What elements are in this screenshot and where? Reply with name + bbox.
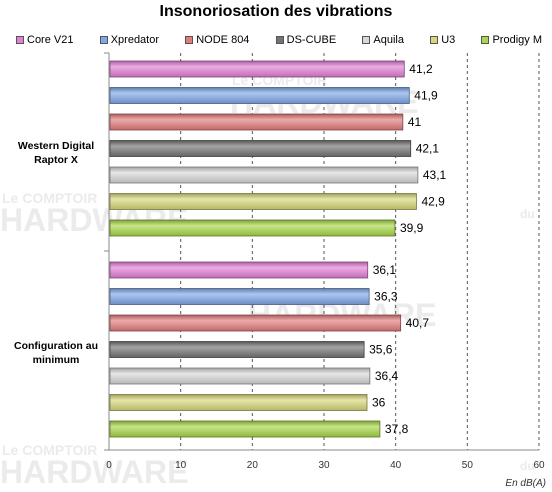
legend-item-node-804: NODE 804 [185,34,249,46]
legend-label: NODE 804 [196,34,250,46]
legend-swatch [185,36,194,44]
watermark-line1: Le COMPTOIR [2,190,97,206]
data-label: 41,9 [414,89,438,103]
x-tick-label: 0 [106,460,112,471]
legend-label: Prodigy M [492,34,542,46]
x-tick-label: 60 [533,460,545,471]
x-tick-label: 20 [247,460,259,471]
legend-label: Core V21 [27,34,74,46]
x-tick-label: 30 [318,460,330,471]
bar-prodigy-m [109,420,381,438]
watermark-line3: du [520,207,535,221]
watermark-line3: du [520,459,535,473]
x-axis-label: En dB(A) [505,478,546,489]
bar-u3 [109,394,368,411]
bar-node-804 [109,113,404,131]
legend-label: Aquila [373,34,404,46]
legend-swatch [362,36,371,44]
legend-item-ds-cube: DS-CUBE [275,34,337,46]
bar-ds-cube [109,341,365,358]
bar-xpredator [109,288,370,305]
legend-swatch [275,36,284,44]
legend-swatch [99,36,108,44]
bar-ds-cube [109,140,412,157]
bar-node-804 [109,314,402,332]
bar-aquila [109,166,419,184]
data-label: 35,6 [369,343,393,357]
data-label: 36,3 [374,290,398,304]
chart-title: Insonoriosation des vibrations [159,3,393,20]
x-tick-label: 10 [175,460,187,471]
watermark-line2: HARDWARE [0,454,188,490]
x-tick-label: 40 [390,460,402,471]
legend-item-prodigy-m: Prodigy M [481,34,542,46]
data-label: 36,1 [373,263,397,277]
legend-swatch [16,36,24,44]
legend-item-u3: U3 [430,34,455,46]
data-label: 37,8 [385,422,409,436]
bar-u3 [109,193,417,210]
category-label: Western Digital Raptor X [18,140,94,166]
data-label: 43,1 [423,168,447,182]
legend-swatch [430,36,439,44]
data-label: 36,4 [375,369,399,383]
legend-label: DS-CUBE [286,34,337,46]
data-label: 41 [408,115,422,129]
legend-item-xpredator: Xpredator [99,34,160,46]
bar-prodigy-m [109,219,396,237]
bar-xpredator [109,87,410,104]
data-label: 36 [372,396,386,410]
watermark-line1: Le COMPTOIR [2,442,97,458]
legend-label: Xpredator [110,34,160,46]
legend-swatch [481,36,490,44]
data-label: 42,9 [421,195,445,209]
x-tick-label: 50 [462,460,474,471]
bar-core-v21 [109,261,369,279]
chart-legend: Core V21 Xpredator NODE 804 DS-CUBE Aquila U3… [16,31,542,49]
data-label: 41,2 [409,62,433,76]
legend-label: U3 [441,34,456,46]
legend-item-core-v21: Core V21 [16,34,73,46]
bar-core-v21 [109,60,405,78]
data-label: 42,1 [416,142,440,156]
data-label: 40,7 [406,316,430,330]
category-label: Configuration au minimum [14,340,98,366]
legend-item-aquila: Aquila [362,34,404,46]
bar-aquila [109,367,371,385]
data-label: 39,9 [400,221,424,235]
